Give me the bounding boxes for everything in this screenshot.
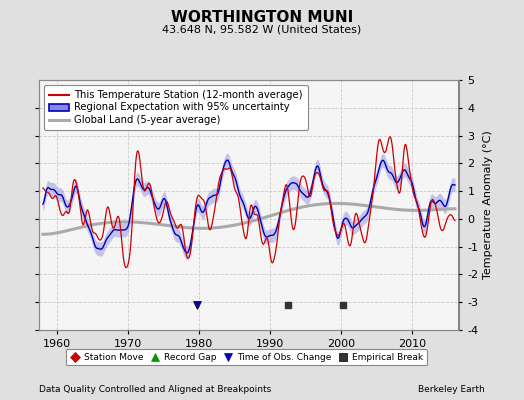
Y-axis label: Temperature Anomaly (°C): Temperature Anomaly (°C): [483, 131, 493, 279]
Legend: Station Move, Record Gap, Time of Obs. Change, Empirical Break: Station Move, Record Gap, Time of Obs. C…: [66, 349, 427, 366]
Legend: This Temperature Station (12-month average), Regional Expectation with 95% uncer: This Temperature Station (12-month avera…: [45, 85, 308, 130]
Text: Berkeley Earth: Berkeley Earth: [418, 385, 485, 394]
Text: 43.648 N, 95.582 W (United States): 43.648 N, 95.582 W (United States): [162, 25, 362, 35]
Text: WORTHINGTON MUNI: WORTHINGTON MUNI: [171, 10, 353, 25]
Text: Data Quality Controlled and Aligned at Breakpoints: Data Quality Controlled and Aligned at B…: [39, 385, 271, 394]
